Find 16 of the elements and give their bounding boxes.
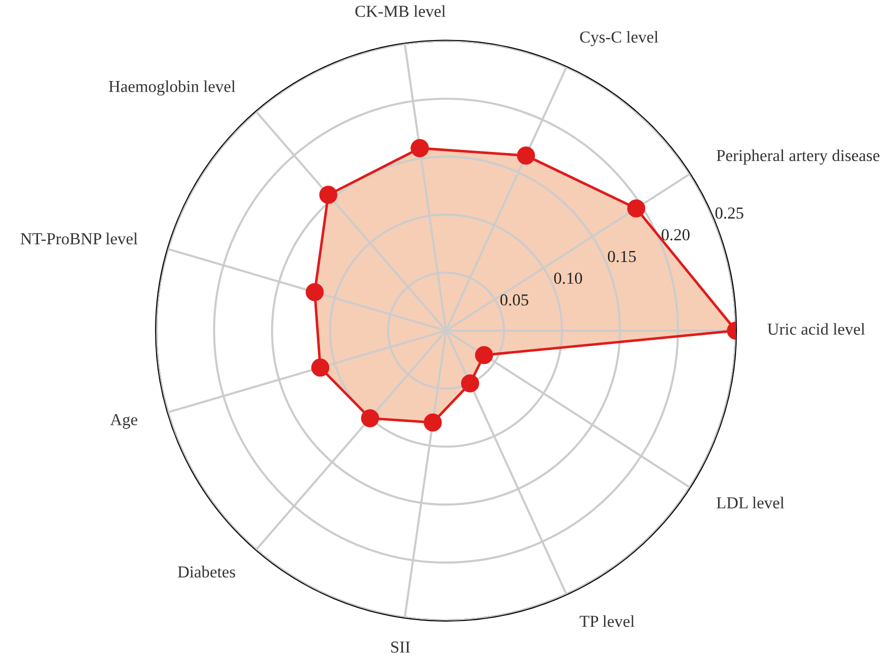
- y-tick-label: 0.20: [662, 229, 690, 240]
- y-tick-label: 0.05: [500, 294, 528, 306]
- y-tick-label: 0.25: [715, 207, 744, 219]
- spoke-label: LDL level: [716, 496, 784, 508]
- spoke-label: Haemoglobin level: [108, 80, 236, 96]
- spoke-label: Diabetes: [178, 566, 236, 578]
- spoke-label: Age: [110, 414, 138, 429]
- y-tick-label: 0.10: [554, 272, 582, 284]
- spoke-label: NT-ProBNP level: [20, 232, 138, 244]
- spoke-label: CK-MB level: [355, 5, 446, 17]
- spoke-label: Cys-C level: [580, 30, 658, 46]
- y-tick-label: 0.15: [608, 250, 636, 262]
- spoke-label: Uric acid level: [768, 323, 865, 335]
- spoke-label: SII: [391, 642, 410, 653]
- spoke-label: Peripheral artery disease: [716, 149, 880, 165]
- spoke-label: TP level: [580, 615, 634, 627]
